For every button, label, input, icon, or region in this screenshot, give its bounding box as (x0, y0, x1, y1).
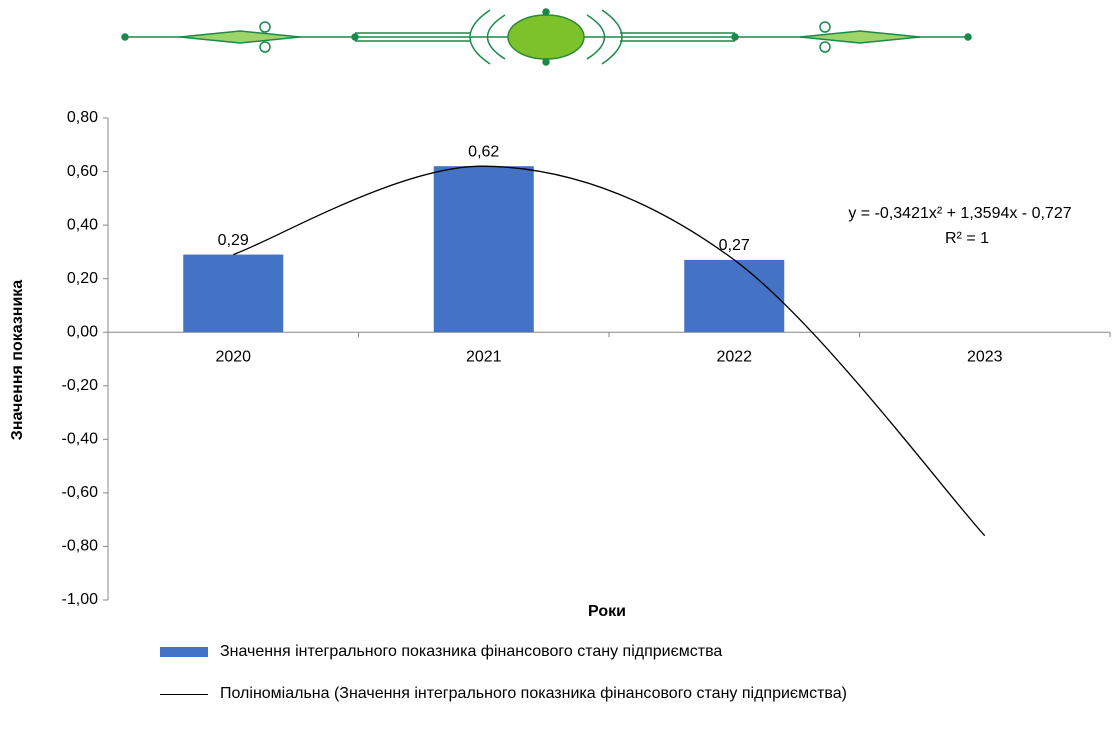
data-label: 0,29 (218, 232, 249, 249)
legend-item: Значення інтегрального показника фінансо… (160, 642, 1060, 662)
bar (183, 254, 284, 333)
x-axis-title: Роки (588, 603, 626, 620)
trend-equation: y = -0,3421x² + 1,3594x - 0,727 (848, 205, 1071, 222)
ornament (121, 8, 972, 66)
x-tick-label: 2021 (466, 348, 502, 365)
legend: Значення інтегрального показника фінансо… (160, 642, 1060, 726)
x-tick-label: 2022 (716, 348, 752, 365)
legend-label: Поліноміальна (Значення інтегрального по… (220, 685, 847, 702)
x-tick-label: 2020 (215, 348, 251, 365)
y-tick-label: -0,40 (62, 431, 99, 448)
bar (433, 166, 534, 333)
y-tick-label: -0,60 (62, 484, 99, 501)
data-label: 0,27 (719, 237, 750, 254)
y-tick-label: 0,60 (67, 163, 98, 180)
y-tick-label: -1,00 (62, 591, 99, 608)
chart: Значення показника Роки y = -0,3421x² + … (9, 8, 1111, 620)
y-tick-label: -0,80 (62, 538, 99, 555)
y-tick-label: 0,00 (67, 323, 98, 340)
legend-item: Поліноміальна (Значення інтегрального по… (160, 684, 1060, 704)
legend-label: Значення інтегрального показника фінансо… (220, 643, 723, 660)
y-tick-label: 0,40 (67, 216, 98, 233)
legend-swatch (160, 694, 208, 695)
x-tick-label: 2023 (967, 348, 1003, 365)
bar (684, 259, 785, 333)
y-tick-label: -0,20 (62, 377, 99, 394)
legend-swatch (160, 647, 208, 657)
data-label: 0,62 (468, 143, 499, 160)
y-axis-title: Значення показника (9, 280, 26, 440)
y-tick-label: 0,80 (67, 109, 98, 126)
y-tick-label: 0,20 (67, 270, 98, 287)
trend-r2: R² = 1 (945, 230, 989, 247)
trend-line (233, 165, 986, 537)
